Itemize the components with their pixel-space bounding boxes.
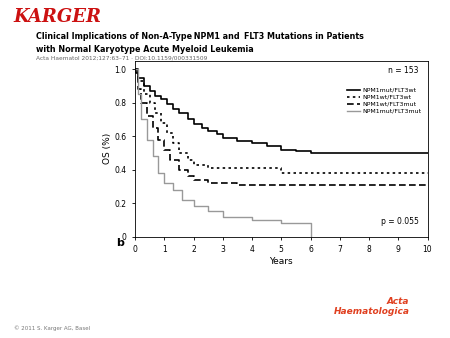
Text: b: b [116, 238, 124, 248]
X-axis label: Years: Years [270, 257, 293, 266]
Text: © 2011 S. Karger AG, Basel: © 2011 S. Karger AG, Basel [14, 325, 90, 331]
Text: Clinical Implications of Non-A-Type NPM1 and  FLT3 Mutations in Patients: Clinical Implications of Non-A-Type NPM1… [36, 32, 364, 41]
Text: Acta
Haematologica: Acta Haematologica [333, 297, 410, 316]
Y-axis label: OS (%): OS (%) [103, 133, 112, 164]
Text: n = 153: n = 153 [388, 66, 419, 75]
Text: Acta Haematol 2012;127:63–71 · DOI:10.1159/000331509: Acta Haematol 2012;127:63–71 · DOI:10.11… [36, 56, 207, 61]
Text: p = 0.055: p = 0.055 [381, 217, 418, 226]
Text: with Normal Karyotype Acute Myeloid Leukemia: with Normal Karyotype Acute Myeloid Leuk… [36, 45, 254, 54]
Text: KARGER: KARGER [14, 8, 102, 26]
Legend: NPM1mut/FLT3wt, NPM1wt/FLT3wt, NPM1wt/FLT3mut, NPM1mut/FLT3mut: NPM1mut/FLT3wt, NPM1wt/FLT3wt, NPM1wt/FL… [344, 85, 424, 116]
